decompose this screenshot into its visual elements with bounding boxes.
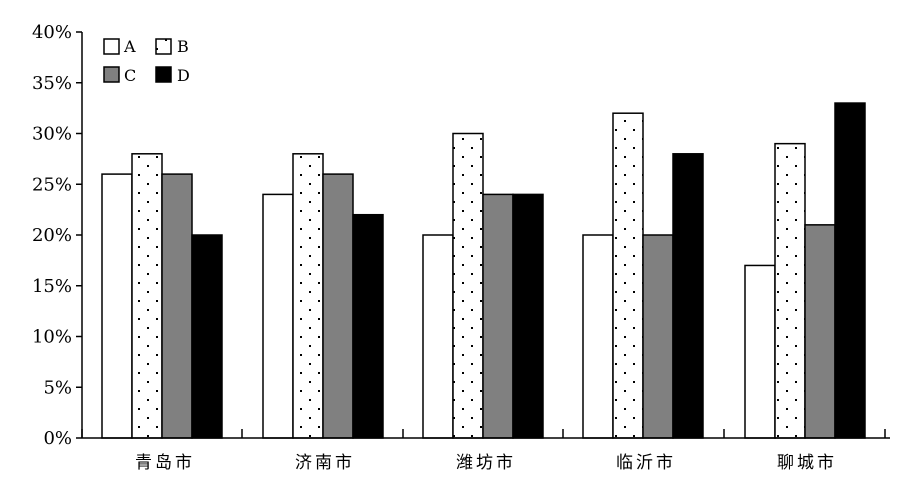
bar-c-1 (161, 173, 193, 439)
bar-b-5 (774, 142, 806, 439)
legend-label: C (124, 66, 136, 85)
y-tick-label: 10% (32, 327, 72, 348)
x-tick-label: 青岛市 (135, 453, 195, 473)
bar-b-4 (612, 112, 644, 439)
legend-swatch (103, 38, 120, 55)
bar-b-1 (131, 153, 163, 439)
legend-label: A (123, 37, 136, 56)
y-tick-label: 0% (43, 428, 72, 449)
legend-item-a: A (103, 37, 136, 56)
bar-d-5 (834, 102, 866, 439)
bars-layer (101, 102, 866, 439)
axes-layer: 0% 5% 10% 15% 20% 25% 30% 35% 40% 青岛市 济南市 潍坊市 临沂市 聊城市 (32, 22, 890, 473)
y-tick-label: 5% (43, 377, 72, 398)
bar-c-5 (804, 224, 836, 439)
bar-b-2 (292, 153, 324, 439)
bar-c-3 (482, 193, 514, 439)
bar-a-5 (744, 264, 776, 439)
legend-swatch (103, 66, 120, 83)
legend-swatch (155, 38, 172, 55)
x-tick-label: 聊城市 (777, 453, 837, 473)
x-tick-label: 临沂市 (616, 453, 676, 473)
bar-c-2 (322, 173, 354, 439)
x-tick-label: 济南市 (295, 453, 355, 473)
bar-c-4 (642, 234, 674, 439)
bar-d-2 (352, 213, 384, 439)
legend-item-d: D (155, 66, 190, 85)
legend-item-c: C (103, 66, 136, 85)
legend-item-b: B (155, 37, 189, 56)
y-tick-label: 25% (32, 174, 72, 195)
x-tick-label: 潍坊市 (456, 453, 516, 473)
bar-d-1 (191, 234, 223, 439)
bar-a-1 (101, 173, 133, 439)
bar-a-4 (582, 234, 614, 439)
bar-b-3 (452, 132, 484, 439)
legend-label: D (177, 66, 190, 85)
y-tick-label: 40% (32, 22, 72, 43)
bar-d-4 (672, 153, 704, 439)
legend-label: B (177, 37, 189, 56)
y-tick-label: 20% (32, 225, 72, 246)
bar-a-3 (422, 234, 454, 439)
y-tick-label: 35% (32, 73, 72, 94)
y-tick-label: 15% (32, 276, 72, 297)
bar-d-3 (512, 193, 544, 439)
legend: A B C D (103, 37, 190, 85)
bar-a-2 (262, 193, 294, 439)
y-tick-label: 30% (32, 124, 72, 145)
legend-swatch (155, 66, 172, 83)
